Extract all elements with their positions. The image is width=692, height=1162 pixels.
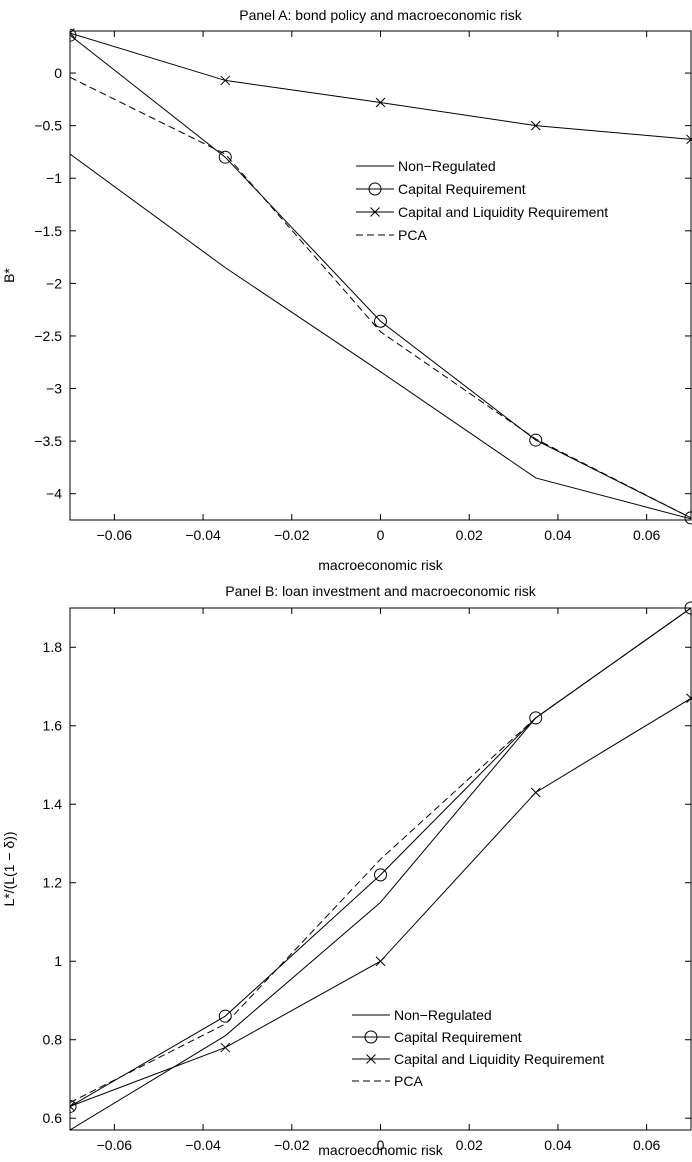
panel-b-legend-entry-0: Non−Regulated bbox=[352, 1007, 492, 1023]
panel-b-chart: Panel B: loan investment and macroeconom… bbox=[1, 583, 692, 1158]
panel-a-legend-2-x-marker-0 bbox=[370, 207, 380, 217]
panel-b-ytick-label-1: 0.8 bbox=[43, 1032, 63, 1048]
panel-a-ylabel: B* bbox=[1, 268, 17, 283]
panel-a-ytick-label-7: −3.5 bbox=[34, 433, 62, 449]
panel-a-ytick-label-3: −1.5 bbox=[34, 223, 62, 239]
panel-b-legend-label-2: Capital and Liquidity Requirement bbox=[394, 1051, 604, 1067]
panel-a-series-pca bbox=[70, 76, 692, 519]
panel-a-xtick-label-2: −0.02 bbox=[274, 527, 310, 543]
panel-a-ytick-label-1: −0.5 bbox=[34, 118, 62, 134]
panel-b-xtick-label-0: −0.06 bbox=[97, 1137, 133, 1153]
panel-b-series-capital-requirement-circle-marker-0 bbox=[70, 1099, 77, 1113]
panel-b-xtick-label-6: 0.06 bbox=[633, 1137, 660, 1153]
panel-a-legend-label-0: Non−Regulated bbox=[398, 158, 496, 174]
panel-b-ytick-label-3: 1.2 bbox=[43, 875, 63, 891]
panel-a-xtick-label-6: 0.06 bbox=[633, 527, 660, 543]
panel-b-xtick-label-1: −0.04 bbox=[185, 1137, 221, 1153]
panel-a-legend-label-1: Capital Requirement bbox=[398, 181, 526, 197]
panel-a-legend-entry-0: Non−Regulated bbox=[356, 158, 496, 174]
panel-b-legend-2-x-marker-0 bbox=[366, 1054, 376, 1064]
panel-a-series-capital-requirement-circle-marker-3 bbox=[529, 433, 543, 447]
panel-b-series-pca-line bbox=[70, 607, 692, 1103]
panel-b-title: Panel B: loan investment and macroeconom… bbox=[225, 583, 536, 599]
panel-a-series-capital-and-liquidity-requirement bbox=[70, 28, 692, 145]
panel-b-ytick-label-2: 1 bbox=[54, 953, 62, 969]
panel-b-ytick-label-4: 1.4 bbox=[43, 796, 63, 812]
panel-b-ytick-label-0: 0.6 bbox=[43, 1110, 63, 1126]
panel-a-legend-label-2: Capital and Liquidity Requirement bbox=[398, 204, 608, 220]
panel-a-ytick-label-4: −2 bbox=[46, 275, 62, 291]
panel-a-xlabel: macroeconomic risk bbox=[318, 557, 443, 573]
panel-a-series-capital-and-liquidity-requirement-x-marker-3 bbox=[530, 120, 541, 131]
panel-a-legend: Non−Regulated Capital Requirement Capital … bbox=[356, 158, 608, 243]
panel-b-xtick-label-3: 0 bbox=[377, 1137, 385, 1153]
panel-b-series-capital-requirement-circle-marker-2 bbox=[374, 868, 387, 882]
panel-b-series-pca bbox=[70, 607, 692, 1103]
panel-a-ytick-label-6: −3 bbox=[46, 381, 62, 397]
panel-b-series-capital-and-liquidity-requirement-x-marker-0 bbox=[70, 1101, 75, 1112]
panel-a-xtick-label-0: −0.06 bbox=[97, 527, 133, 543]
panel-a-legend-entry-2: Capital and Liquidity Requirement bbox=[356, 204, 608, 220]
panel-a-ytick-label-8: −4 bbox=[46, 486, 62, 502]
panel-b-series-capital-requirement bbox=[70, 601, 692, 1113]
panel-a-xtick-label-1: −0.04 bbox=[185, 527, 221, 543]
panel-b-xtick-label-4: 0.02 bbox=[456, 1137, 483, 1153]
panel-b-ylabel: L*/(L(1 − δ)) bbox=[1, 831, 17, 906]
panel-b-legend-entry-1: Capital Requirement bbox=[352, 1029, 522, 1045]
panel-b-xtick-label-2: −0.02 bbox=[274, 1137, 310, 1153]
panel-a-legend-label-3: PCA bbox=[398, 227, 427, 243]
panel-b-series-capital-requirement-circle-marker-4 bbox=[684, 601, 692, 615]
panel-a-xtick-label-5: 0.04 bbox=[544, 527, 571, 543]
panel-a-series-capital-requirement-circle-marker-4 bbox=[684, 511, 692, 525]
panel-b-series-capital-requirement-circle-marker-1 bbox=[218, 1009, 232, 1023]
panel-a-ytick-label-5: −2.5 bbox=[34, 328, 62, 344]
panel-a-series-non-regulated bbox=[70, 153, 692, 520]
panel-a-series-capital-requirement-line bbox=[70, 34, 692, 519]
panel-a-ytick-label-2: −1 bbox=[46, 170, 62, 186]
panel-b-legend-entry-3: PCA bbox=[352, 1073, 423, 1089]
panel-b-legend-entry-2: Capital and Liquidity Requirement bbox=[352, 1051, 604, 1067]
panel-a-legend-entry-1: Capital Requirement bbox=[356, 181, 526, 197]
panel-b-legend-1-circle-marker-0 bbox=[364, 1030, 378, 1044]
panel-a-xtick-label-3: 0 bbox=[377, 527, 385, 543]
panel-a-ytick-label-0: 0 bbox=[54, 65, 62, 81]
panel-a-series-pca-line bbox=[70, 76, 692, 519]
panel-b-ytick-label-6: 1.8 bbox=[43, 639, 63, 655]
panel-a-series-capital-and-liquidity-requirement-x-marker-2 bbox=[375, 97, 386, 108]
panel-b-legend-label-3: PCA bbox=[394, 1073, 423, 1089]
panel-b-xlabel: macroeconomic risk bbox=[318, 1142, 443, 1158]
panel-b-series-capital-and-liquidity-requirement-x-marker-1 bbox=[220, 1042, 231, 1053]
panel-a-series-capital-requirement bbox=[70, 28, 692, 525]
panel-a-legend-1-circle-marker-0 bbox=[368, 182, 382, 196]
panel-a-series-capital-requirement-circle-marker-2 bbox=[374, 314, 387, 328]
panel-b-series-capital-and-liquidity-requirement bbox=[70, 693, 692, 1112]
panel-b-legend-label-0: Non−Regulated bbox=[394, 1007, 492, 1023]
panel-b-series-capital-and-liquidity-requirement-x-marker-2 bbox=[375, 956, 386, 967]
panel-b-series-capital-requirement-circle-marker-3 bbox=[529, 711, 543, 725]
panel-b-ytick-label-5: 1.6 bbox=[43, 718, 63, 734]
panel-b-legend-label-1: Capital Requirement bbox=[394, 1029, 522, 1045]
panel-a-series-capital-requirement-circle-marker-1 bbox=[218, 150, 232, 164]
panel-b-xtick-label-5: 0.04 bbox=[544, 1137, 571, 1153]
panel-a-title: Panel A: bond policy and macroeconomic r… bbox=[239, 7, 522, 23]
panel-b-series-capital-and-liquidity-requirement-x-marker-3 bbox=[530, 787, 541, 798]
panel-b-series-capital-requirement-line bbox=[70, 607, 692, 1107]
panel-a-series-capital-and-liquidity-requirement-x-marker-0 bbox=[70, 28, 75, 38]
panel-a-series-capital-and-liquidity-requirement-x-marker-1 bbox=[220, 75, 231, 86]
panel-a-series-capital-and-liquidity-requirement-x-marker-4 bbox=[686, 134, 692, 145]
panel-b-legend: Non−Regulated Capital Requirement Capital … bbox=[352, 1007, 604, 1089]
panel-a-xtick-label-4: 0.02 bbox=[456, 527, 483, 543]
panel-a-axes-frame bbox=[69, 30, 692, 521]
panel-a-chart: Panel A: bond policy and macroeconomic r… bbox=[1, 7, 692, 573]
panel-a-legend-entry-3: PCA bbox=[356, 227, 427, 243]
panel-b-series-capital-and-liquidity-requirement-x-marker-4 bbox=[686, 693, 692, 704]
panel-a-series-non-regulated-line bbox=[70, 153, 692, 520]
